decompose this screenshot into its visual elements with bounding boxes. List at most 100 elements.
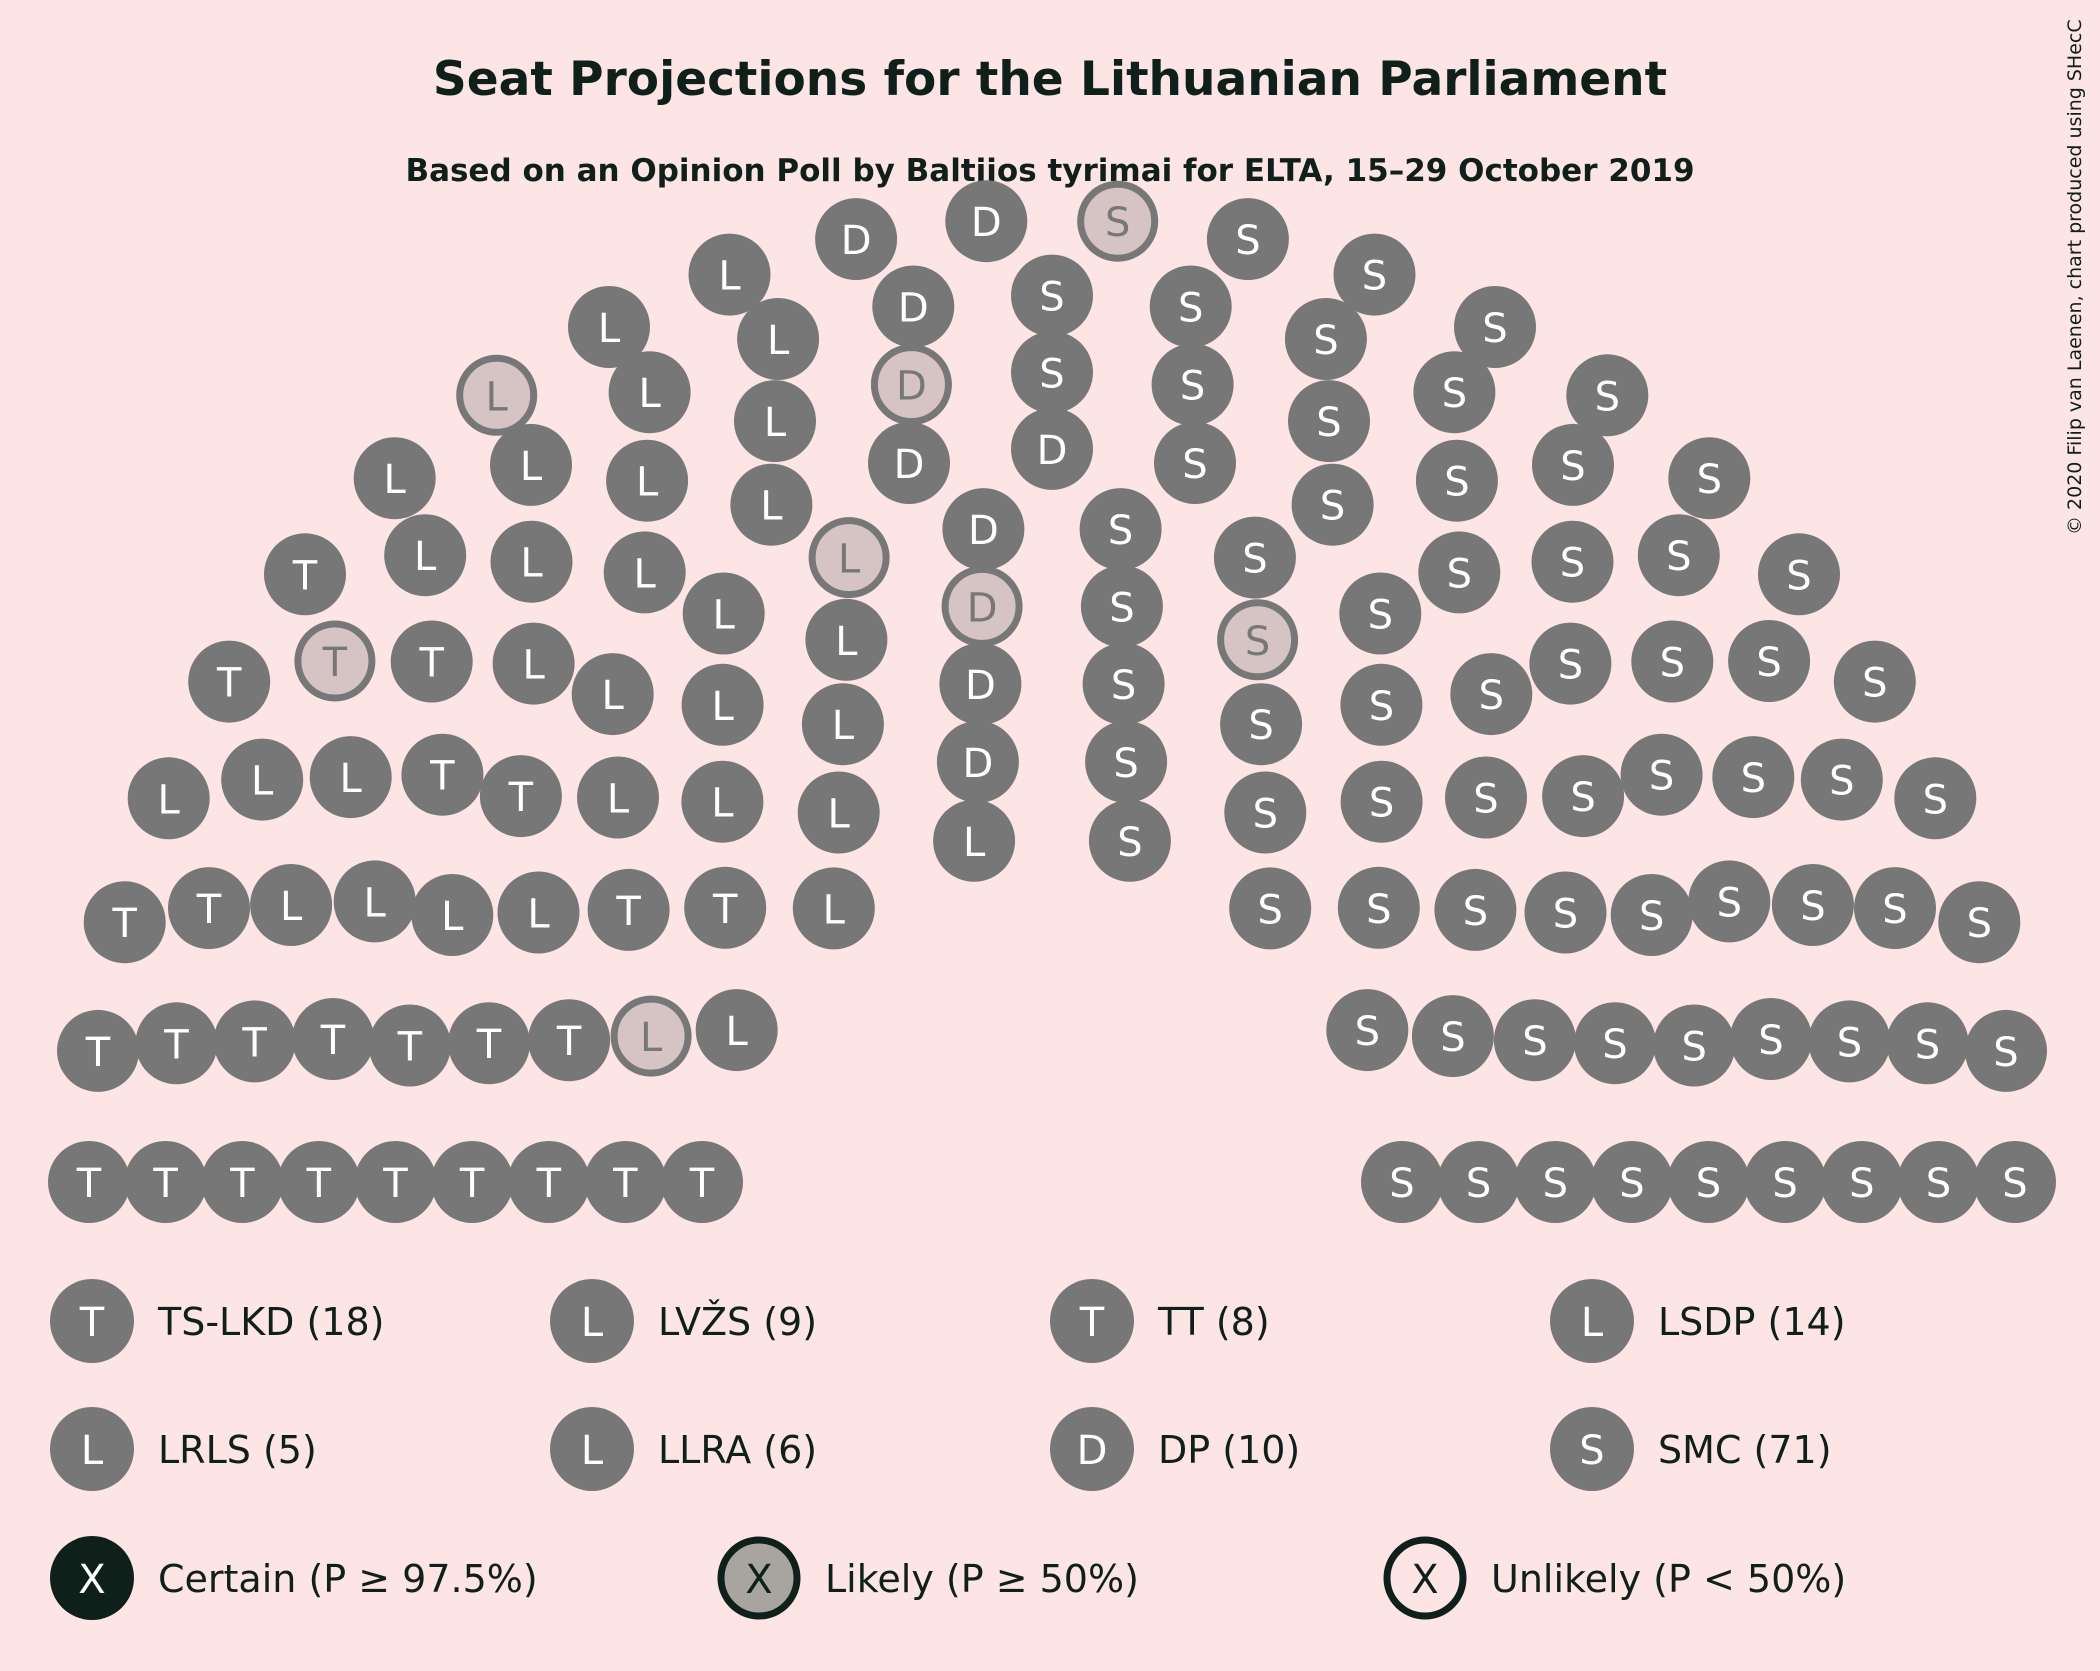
seat-circle xyxy=(608,351,691,434)
seat-smc: S xyxy=(1531,520,1614,603)
seat-circle xyxy=(1340,760,1423,843)
seat-dp: D xyxy=(939,642,1022,725)
seat-letter: L xyxy=(823,887,846,933)
seat-lvžs: L xyxy=(127,757,210,840)
seat-smc: S xyxy=(1610,874,1693,956)
seat-smc: S xyxy=(1339,572,1422,655)
seat-circle xyxy=(507,1141,590,1223)
seat-letter: S xyxy=(1756,640,1781,686)
seat-circle xyxy=(277,1141,360,1223)
seat-circle xyxy=(1011,331,1093,414)
seat-dp: D xyxy=(872,265,955,348)
seat-circle xyxy=(1610,874,1693,956)
seat-letter: D xyxy=(968,508,999,554)
seat-letter: T xyxy=(241,1020,267,1066)
legend-letter: L xyxy=(1581,1300,1604,1346)
seat-letter: L xyxy=(527,892,550,938)
seat-circle xyxy=(734,380,816,463)
seat-circle xyxy=(368,1004,451,1087)
seat-letter: D xyxy=(1037,428,1068,474)
legend-label: LRLS (5) xyxy=(158,1428,317,1472)
seat-ts-lkd: T xyxy=(507,1141,590,1223)
seat-circle xyxy=(127,757,210,840)
seat-circle xyxy=(188,640,271,723)
seat-letter: S xyxy=(1368,593,1393,639)
seat-letter: S xyxy=(1595,374,1620,420)
seat-letter: L xyxy=(486,374,509,420)
seat-circle xyxy=(1217,599,1299,681)
seat-circle xyxy=(571,653,654,736)
seat-tt: T xyxy=(401,733,484,816)
seat-letter: T xyxy=(216,661,242,707)
seat-circle xyxy=(1082,642,1165,725)
seat-letter: S xyxy=(1248,703,1273,749)
legend-group: T TS-LKD (18) L LVŽS (9) T TT (8) L LSDP (14)L L… xyxy=(50,1279,1846,1620)
seat-circle xyxy=(1224,771,1307,854)
legend-label: DP (10) xyxy=(1158,1428,1300,1472)
seat-letter: D xyxy=(967,585,998,631)
seat-circle xyxy=(213,1000,296,1083)
seat-circle xyxy=(1085,720,1168,803)
seat-ts-lkd: T xyxy=(135,1002,218,1085)
seat-smc: S xyxy=(1771,864,1854,946)
seat-smc: S xyxy=(1415,439,1498,522)
seat-letter: T xyxy=(615,889,641,935)
seat-circle xyxy=(1229,867,1312,950)
seat-ts-lkd: T xyxy=(661,1141,743,1223)
seat-letter: D xyxy=(896,364,927,410)
seat-circle xyxy=(135,1002,218,1085)
seat-lvžs: L xyxy=(333,860,416,943)
seat-letter: T xyxy=(76,1161,102,1207)
seat-letter: S xyxy=(1109,585,1134,631)
seat-lvžs: L xyxy=(309,736,392,819)
seat-dp: D xyxy=(868,422,950,504)
seat-ts-lkd: T xyxy=(448,1002,530,1085)
seat-lvžs: L xyxy=(250,864,333,946)
seat-circle xyxy=(1340,663,1423,746)
status-letter: X xyxy=(745,1557,772,1603)
seat-circle xyxy=(1213,516,1296,599)
seat-circle xyxy=(1637,514,1720,597)
seat-circle xyxy=(333,860,416,943)
seat-lvžs: L xyxy=(411,874,494,956)
seat-smc: S xyxy=(1418,531,1501,614)
seat-letter: S xyxy=(1915,1022,1940,1068)
legend-letter: T xyxy=(1079,1300,1105,1346)
legend-letter: D xyxy=(1077,1428,1108,1474)
seat-letter: S xyxy=(1245,619,1270,665)
seat-smc: S xyxy=(1894,757,1977,840)
seat-lrls: L xyxy=(568,286,650,368)
seat-lrls: L xyxy=(730,463,813,546)
seat-circle xyxy=(124,1141,207,1223)
status-legend-certain: X Certain (P ≥ 97.5%) xyxy=(50,1536,538,1620)
seat-lsdp: L xyxy=(571,653,654,736)
seat-circle xyxy=(264,533,346,616)
seat-smc: S xyxy=(1085,720,1168,803)
seat-letter: S xyxy=(1117,820,1142,866)
seat-letter: S xyxy=(1482,306,1507,352)
seat-lsdp: L xyxy=(792,867,875,950)
seat-circle xyxy=(294,620,376,702)
seat-circle xyxy=(1445,756,1527,839)
seat-circle xyxy=(661,1141,743,1223)
seat-circle xyxy=(1151,343,1234,426)
seat-letter: T xyxy=(508,775,534,821)
seat-ts-lkd: T xyxy=(83,881,166,964)
seat-circle xyxy=(682,572,765,655)
seat-letter: S xyxy=(1111,663,1136,709)
seat-dp: D xyxy=(942,488,1025,571)
seat-letter: T xyxy=(397,1025,423,1071)
seat-smc: S xyxy=(1965,1009,2047,1092)
seat-smc: S xyxy=(1529,622,1612,705)
seat-letter: S xyxy=(1473,777,1498,823)
seat-ts-lkd: T xyxy=(201,1141,284,1223)
seat-letter: L xyxy=(520,444,543,490)
legend-item-llra: L LLRA (6) xyxy=(550,1407,817,1491)
status-label: Unlikely (P < 50%) xyxy=(1491,1557,1846,1601)
seat-smc: S xyxy=(1445,756,1527,839)
seat-letter: S xyxy=(1108,508,1133,554)
seat-circle xyxy=(792,867,875,950)
legend-swatch xyxy=(550,1407,634,1491)
seat-letter: D xyxy=(898,286,929,332)
seat-smc: S xyxy=(1653,1004,1736,1087)
